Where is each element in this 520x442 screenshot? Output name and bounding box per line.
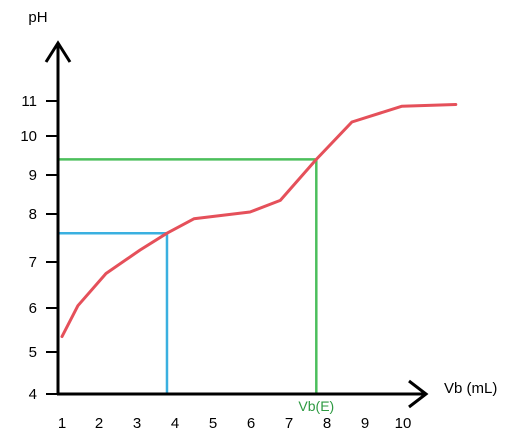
x-tick-label: 9 [361, 415, 369, 432]
y-tick-label: 4 [29, 386, 37, 403]
equivalence-volume-label: Vb(E) [298, 398, 334, 414]
guide-lines: Vb(E) [58, 158, 334, 414]
titration-curve [60, 103, 458, 339]
y-tick-label: 8 [29, 206, 37, 223]
y-tick-label: 7 [29, 254, 37, 271]
x-tick-label: 6 [247, 415, 255, 432]
y-tick-label: 10 [20, 128, 37, 145]
x-tick-label: 3 [133, 415, 141, 432]
axes [44, 40, 429, 409]
x-axis-arrowhead [408, 379, 429, 409]
y-tick-label: 11 [21, 93, 37, 110]
labels: pH Vb (mL) [28, 9, 497, 397]
curve [60, 103, 458, 339]
y-axis-arrowhead [44, 40, 72, 63]
x-tick-label: 8 [323, 415, 331, 432]
y-tick-label: 9 [29, 167, 37, 184]
x-tick-label: 1 [58, 415, 66, 432]
y-tick-label: 5 [29, 344, 37, 361]
x-tick-label: 10 [395, 415, 412, 432]
y-tick-label: 6 [29, 300, 37, 317]
x-tick-label: 7 [285, 415, 293, 432]
x-tick-label: 4 [171, 415, 179, 432]
x-tick-label: 5 [209, 415, 217, 432]
x-axis-title: Vb (mL) [444, 380, 497, 397]
y-axis-title: pH [28, 9, 47, 26]
x-tick-label: 2 [95, 415, 103, 432]
